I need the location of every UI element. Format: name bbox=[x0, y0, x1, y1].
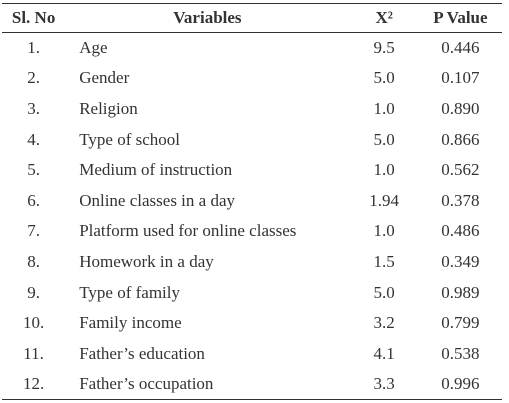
table-cell: Father’s occupation bbox=[79, 374, 214, 394]
table-row: 7. Platform used for online classes 1.0 0.4… bbox=[2, 216, 502, 247]
header-cell: Variables bbox=[173, 8, 242, 27]
table-row: 11. Father’s education 4.1 0.538 bbox=[2, 338, 502, 369]
table-row: 5. Medium of instruction 1.0 0.562 bbox=[2, 155, 502, 186]
table-cell: 1. bbox=[27, 38, 40, 58]
table-cell: 3.2 bbox=[373, 313, 395, 333]
table-row: 12. Father’s occupation 3.3 0.996 bbox=[2, 369, 502, 400]
table-cell: Type of school bbox=[79, 129, 180, 149]
table-cell: Homework in a day bbox=[79, 251, 214, 271]
table-cell: 0.486 bbox=[441, 221, 480, 241]
table-cell: Platform used for online classes bbox=[79, 221, 297, 241]
table-cell: 0.996 bbox=[441, 374, 480, 394]
table-cell: 0.349 bbox=[441, 251, 480, 271]
table-cell: 6. bbox=[27, 190, 40, 210]
table-cell: 5.0 bbox=[373, 282, 395, 302]
table-cell: 0.378 bbox=[441, 190, 480, 210]
header-cell: X² bbox=[375, 8, 393, 27]
table-cell: 1.0 bbox=[373, 160, 395, 180]
table-row: 3. Religion 1.0 0.890 bbox=[2, 94, 502, 125]
table-cell: 0.538 bbox=[441, 343, 480, 363]
table-cell: Family income bbox=[79, 313, 182, 333]
table-cell: 10. bbox=[22, 313, 45, 333]
table-cell: 1.0 bbox=[373, 221, 395, 241]
table-cell: 9.5 bbox=[373, 38, 395, 58]
table-cell: 1.94 bbox=[369, 190, 400, 210]
table-cell: 0.107 bbox=[441, 68, 480, 88]
table-cell: 0.799 bbox=[441, 313, 480, 333]
page: {"table": { "header": ["Sl. No", "Variab… bbox=[0, 3, 509, 403]
table-cell: 0.866 bbox=[441, 129, 480, 149]
table-cell: 12. bbox=[22, 374, 45, 394]
table-cell: 11. bbox=[23, 343, 44, 363]
table-row: 2. Gender 5.0 0.107 bbox=[2, 63, 502, 94]
table-cell: Father’s education bbox=[79, 343, 205, 363]
table-cell: 0.989 bbox=[441, 282, 480, 302]
table-row: 1. Age 9.5 0.446 bbox=[2, 33, 502, 64]
header-cell: Sl. No bbox=[11, 8, 56, 27]
header-row: Sl. No Variables X² P Value bbox=[2, 3, 502, 33]
table-cell: Medium of instruction bbox=[79, 160, 233, 180]
table-cell: 4.1 bbox=[373, 343, 395, 363]
table-cell: 2. bbox=[27, 68, 40, 88]
table-cell: Type of family bbox=[79, 282, 180, 302]
table-cell: 0.446 bbox=[441, 38, 480, 58]
table-cell: 8. bbox=[27, 251, 40, 271]
data-table: Sl. No Variables X² P Value 1. Age 9.5 0.446 2.… bbox=[2, 3, 502, 400]
table-cell: 7. bbox=[27, 221, 40, 241]
table-row: 6. Online classes in a day 1.94 0.378 bbox=[2, 185, 502, 216]
table-cell: 5. bbox=[27, 160, 40, 180]
table-cell: 5.0 bbox=[373, 68, 395, 88]
table-row: 9. Type of family 5.0 0.989 bbox=[2, 277, 502, 308]
table-row: 10. Family income 3.2 0.799 bbox=[2, 308, 502, 339]
table-cell: Religion bbox=[79, 98, 138, 118]
table-cell: 3.3 bbox=[373, 374, 395, 394]
table-row: 8. Homework in a day 1.5 0.349 bbox=[2, 247, 502, 278]
table-cell: 1.0 bbox=[373, 98, 395, 118]
table-cell: 4. bbox=[27, 129, 40, 149]
table-row: 4. Type of school 5.0 0.866 bbox=[2, 124, 502, 155]
table-cell: Online classes in a day bbox=[79, 190, 235, 210]
table-cell: 0.890 bbox=[441, 98, 480, 118]
table-cell: 9. bbox=[27, 282, 40, 302]
table-cell: 0.562 bbox=[441, 160, 480, 180]
table-cell: 5.0 bbox=[373, 129, 395, 149]
table-cell: Gender bbox=[79, 68, 130, 88]
table-cell: Age bbox=[79, 38, 108, 58]
table-cell: 3. bbox=[27, 98, 40, 118]
table-body: 1. Age 9.5 0.446 2. Gender 5.0 0.107 3. Religion 1… bbox=[2, 33, 502, 400]
table-cell: 1.5 bbox=[373, 251, 395, 271]
header-cell: P Value bbox=[433, 8, 488, 27]
